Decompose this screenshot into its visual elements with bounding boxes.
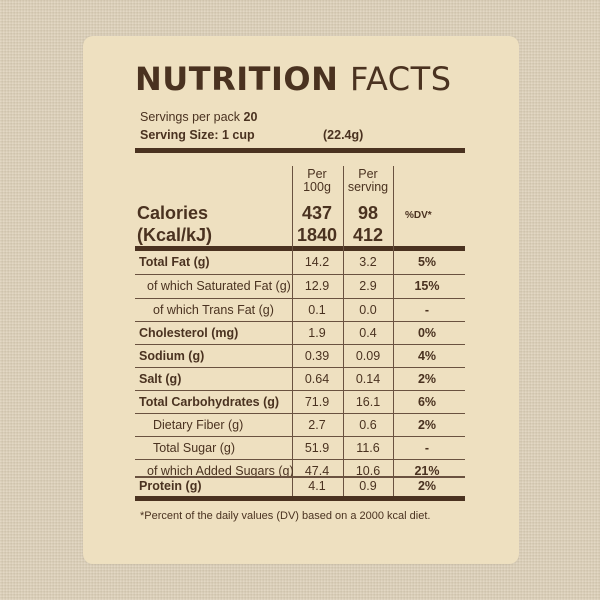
row-per-serving: 11.6 <box>356 441 380 455</box>
table-row: Dietary Fiber (g) 2.7 0.6 2% <box>135 414 465 437</box>
row-dv: 2% <box>417 372 437 386</box>
row-label: of which Saturated Fat (g) <box>147 279 291 293</box>
row-label: Cholesterol (mg) <box>139 326 239 340</box>
row-dv: - <box>424 441 430 455</box>
row-per-serving: 2.9 <box>359 279 377 293</box>
serving-size-label: Serving Size: 1 cup <box>140 128 255 142</box>
serving-size-weight: (22.4g) <box>323 128 364 142</box>
page-title: NUTRITION FACTS <box>135 60 475 98</box>
divider-thick <box>135 496 465 501</box>
header-dv: %DV* <box>405 210 432 221</box>
row-per-100g: 1.9 <box>308 326 326 340</box>
row-per-serving: 16.1 <box>355 395 381 409</box>
row-per-serving: 0.14 <box>355 372 381 386</box>
row-per-serving: 0.4 <box>359 326 377 340</box>
header-per-100g: Per 100g <box>292 168 342 194</box>
divider-thick <box>135 148 465 153</box>
row-dv: 21% <box>414 464 440 478</box>
header-per-serving-line1: Per <box>358 167 378 181</box>
column-line <box>393 166 394 498</box>
column-line <box>343 166 344 498</box>
row-per-100g: 47.4 <box>304 464 330 478</box>
column-line <box>292 166 293 498</box>
divider-thin <box>135 390 465 391</box>
calories-kj-100g: 1840 <box>296 225 338 245</box>
row-dv: 15% <box>414 279 440 293</box>
calories-kj-serving: 412 <box>352 225 384 245</box>
row-label: of which Trans Fat (g) <box>153 303 274 317</box>
calories-unit-label: (Kcal/kJ) <box>137 225 213 245</box>
servings-label: Servings per pack <box>140 110 241 124</box>
divider-thin <box>135 459 465 460</box>
title-facts: FACTS <box>350 60 452 98</box>
row-dv: 6% <box>417 395 437 409</box>
row-dv: 2% <box>417 418 437 432</box>
divider-thin <box>135 344 465 345</box>
row-per-100g: 12.9 <box>304 279 330 293</box>
row-per-serving: 0.6 <box>359 418 377 432</box>
row-per-serving: 10.6 <box>355 464 381 478</box>
header-per-100g-line1: Per <box>307 167 327 181</box>
table-row: Protein (g) 4.1 0.9 2% <box>135 475 465 498</box>
divider-thin <box>135 413 465 414</box>
row-per-100g: 0.1 <box>308 303 326 317</box>
header-per-serving: Per serving <box>344 168 392 194</box>
calories-kcal-100g: 437 <box>301 203 333 223</box>
row-label: Total Fat (g) <box>139 255 210 269</box>
row-per-serving: 0.0 <box>359 303 377 317</box>
row-label: Protein (g) <box>139 479 202 493</box>
table-row: of which Saturated Fat (g) 12.9 2.9 15% <box>135 275 465 298</box>
table-row: Total Carbohydrates (g) 71.9 16.1 6% <box>135 391 465 414</box>
table-row: of which Trans Fat (g) 0.1 0.0 - <box>135 299 465 322</box>
title-nutrition: NUTRITION <box>135 60 339 98</box>
row-label: Total Carbohydrates (g) <box>139 395 280 409</box>
row-dv: - <box>424 303 430 317</box>
divider-thin <box>135 321 465 322</box>
row-label: Sodium (g) <box>139 349 205 363</box>
table-row: of which Added Sugars (g) 47.4 10.6 21% <box>135 460 465 483</box>
row-per-serving: 0.09 <box>355 349 381 363</box>
header-per-100g-line2: 100g <box>303 180 331 194</box>
divider-thick <box>135 246 465 251</box>
row-label: Total Sugar (g) <box>153 441 235 455</box>
calories-label: Calories <box>137 203 209 223</box>
row-dv: 4% <box>417 349 437 363</box>
table-row: Salt (g) 0.64 0.14 2% <box>135 368 465 391</box>
row-dv: 5% <box>417 255 437 269</box>
row-dv: 0% <box>417 326 437 340</box>
row-label: Salt (g) <box>139 372 182 386</box>
servings-per-pack: Servings per pack 20 <box>140 110 257 124</box>
divider-thin <box>135 274 465 275</box>
row-per-serving: 0.9 <box>359 479 377 493</box>
divider-thin <box>135 298 465 299</box>
row-per-100g: 14.2 <box>304 255 330 269</box>
table-row: Total Fat (g) 14.2 3.2 5% <box>135 251 465 274</box>
calories-kcal-serving: 98 <box>357 203 379 223</box>
servings-value: 20 <box>243 110 258 124</box>
divider-thin <box>135 476 465 478</box>
row-label: of which Added Sugars (g) <box>147 464 294 478</box>
table-row: Sodium (g) 0.39 0.09 4% <box>135 345 465 368</box>
row-per-100g: 51.9 <box>304 441 330 455</box>
divider-thin <box>135 367 465 368</box>
row-per-serving: 3.2 <box>359 255 377 269</box>
table-row: Cholesterol (mg) 1.9 0.4 0% <box>135 322 465 345</box>
table-row: Total Sugar (g) 51.9 11.6 - <box>135 437 465 460</box>
header-per-serving-line2: serving <box>347 180 389 194</box>
row-label: Dietary Fiber (g) <box>153 418 244 432</box>
divider-thin <box>135 436 465 437</box>
row-dv: 2% <box>417 479 437 493</box>
row-per-100g: 4.1 <box>308 479 326 493</box>
row-per-100g: 0.39 <box>304 349 330 363</box>
row-per-100g: 0.64 <box>304 372 330 386</box>
row-per-100g: 2.7 <box>308 418 326 432</box>
row-per-100g: 71.9 <box>304 395 330 409</box>
footnote: *Percent of the daily values (DV) based … <box>140 510 431 522</box>
